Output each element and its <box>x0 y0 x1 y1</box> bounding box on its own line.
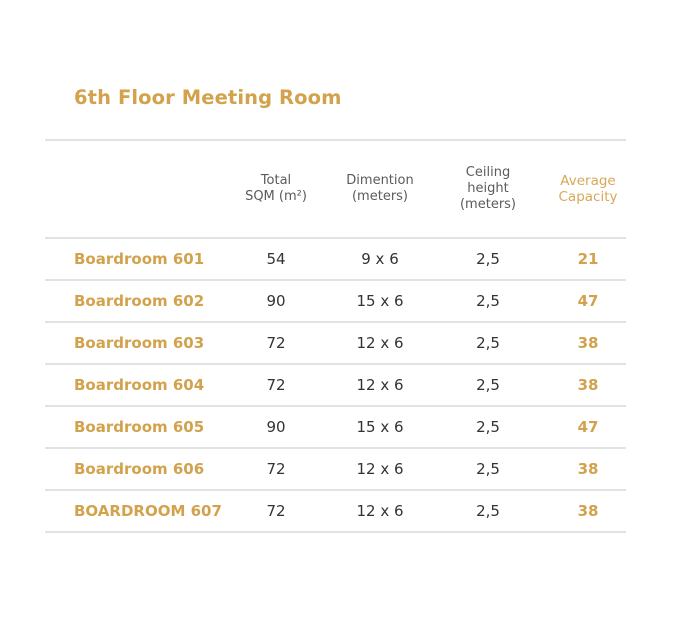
room-capacity: 47 <box>577 292 599 310</box>
page-title: 6th Floor Meeting Room <box>74 86 342 109</box>
room-name: Boardroom 604 <box>74 376 205 394</box>
room-capacity: 38 <box>577 502 599 520</box>
room-dimension: 12 x 6 <box>356 376 404 394</box>
table-row: Boardroom 605 90 15 x 6 2,5 47 <box>45 407 626 447</box>
room-ceiling-height: 2,5 <box>476 292 500 310</box>
table-row: Boardroom 604 72 12 x 6 2,5 38 <box>45 365 626 405</box>
row-rule <box>45 447 626 449</box>
header-dimension: Dimention (meters) <box>346 173 414 204</box>
room-sqm: 90 <box>266 292 286 310</box>
room-ceiling-height: 2,5 <box>476 334 500 352</box>
room-ceiling-height: 2,5 <box>476 418 500 436</box>
room-name: Boardroom 603 <box>74 334 205 352</box>
table-top-rule <box>45 139 626 141</box>
room-capacity: 21 <box>577 250 599 268</box>
room-sqm: 72 <box>266 334 286 352</box>
room-dimension: 15 x 6 <box>356 292 404 310</box>
room-ceiling-height: 2,5 <box>476 502 500 520</box>
room-dimension: 12 x 6 <box>356 460 404 478</box>
table-header: Total SQM (m²) Dimention (meters) Ceilin… <box>45 141 626 237</box>
meeting-room-table: Total SQM (m²) Dimention (meters) Ceilin… <box>45 139 626 533</box>
room-name: BOARDROOM 607 <box>74 502 222 520</box>
table-row: Boardroom 606 72 12 x 6 2,5 38 <box>45 449 626 489</box>
room-capacity: 38 <box>577 376 599 394</box>
header-rule <box>45 237 626 239</box>
table-row: Boardroom 603 72 12 x 6 2,5 38 <box>45 323 626 363</box>
room-sqm: 72 <box>266 376 286 394</box>
row-rule <box>45 489 626 491</box>
room-ceiling-height: 2,5 <box>476 460 500 478</box>
room-dimension: 15 x 6 <box>356 418 404 436</box>
table-row: Boardroom 601 54 9 x 6 2,5 21 <box>45 239 626 279</box>
room-dimension: 9 x 6 <box>361 250 399 268</box>
room-capacity: 47 <box>577 418 599 436</box>
room-capacity: 38 <box>577 460 599 478</box>
room-dimension: 12 x 6 <box>356 502 404 520</box>
row-rule <box>45 405 626 407</box>
room-sqm: 72 <box>266 460 286 478</box>
row-rule <box>45 321 626 323</box>
room-name: Boardroom 605 <box>74 418 205 436</box>
room-name: Boardroom 602 <box>74 292 205 310</box>
room-name: Boardroom 606 <box>74 460 205 478</box>
header-total-sqm: Total SQM (m²) <box>245 173 307 204</box>
room-name: Boardroom 601 <box>74 250 205 268</box>
room-capacity: 38 <box>577 334 599 352</box>
room-sqm: 90 <box>266 418 286 436</box>
room-dimension: 12 x 6 <box>356 334 404 352</box>
table-row: BOARDROOM 607 72 12 x 6 2,5 38 <box>45 491 626 531</box>
table-row: Boardroom 602 90 15 x 6 2,5 47 <box>45 281 626 321</box>
header-average-capacity: Average Capacity <box>558 173 618 205</box>
room-ceiling-height: 2,5 <box>476 250 500 268</box>
row-rule <box>45 363 626 365</box>
room-sqm: 72 <box>266 502 286 520</box>
room-sqm: 54 <box>266 250 286 268</box>
table-bottom-rule <box>45 531 626 533</box>
row-rule <box>45 279 626 281</box>
header-ceiling-height: Ceiling height (meters) <box>459 165 517 212</box>
room-ceiling-height: 2,5 <box>476 376 500 394</box>
